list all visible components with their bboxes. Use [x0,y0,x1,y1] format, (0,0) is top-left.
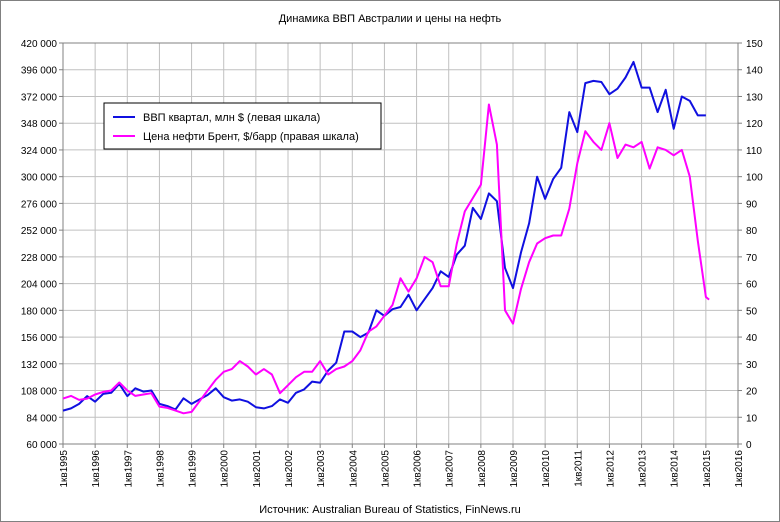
x-tick-label: 1кв2006 [413,450,424,488]
y-left-tick-label: 180 000 [21,306,58,317]
y-right-tick-label: 10 [746,413,758,424]
y-right-tick-label: 40 [746,333,758,344]
y-right-tick-label: 150 [746,39,763,50]
x-tick-label: 1кв1996 [91,450,102,488]
legend-label-gdp: ВВП квартал, млн $ (левая шкала) [143,112,320,124]
y-left-tick-label: 300 000 [21,173,58,184]
legend-box [103,102,382,150]
x-tick-label: 1кв2012 [605,450,616,488]
x-tick-label: 1кв1995 [59,450,70,488]
y-right-tick-label: 30 [746,360,758,371]
y-left-tick-label: 204 000 [21,280,58,291]
y-left-tick-label: 108 000 [21,387,58,398]
y-left-tick-label: 132 000 [21,360,58,371]
y-right-tick-label: 130 [746,92,763,103]
y-right-tick-label: 80 [746,226,758,237]
y-right-tick-label: 0 [746,440,752,451]
legend-label-oil: Цена нефти Брент, $/барр (правая шкала) [143,131,359,143]
x-tick-label: 1кв2009 [509,450,520,488]
x-tick-label: 1кв1997 [123,450,134,488]
x-tick-label: 1кв2010 [541,450,552,488]
plot-area [62,42,739,445]
gridlines [63,43,738,444]
x-tick-label: 1кв2000 [220,450,231,488]
x-tick-label: 1кв2004 [348,450,359,488]
series-layer [62,60,710,415]
chart-title: Динамика ВВП Австралии и цены на нефть [279,13,502,25]
y-right-tick-label: 110 [746,146,762,157]
y-left-tick-label: 396 000 [21,66,58,77]
x-tick-label: 1кв2002 [284,450,295,488]
y-left-tick-label: 156 000 [21,333,58,344]
x-tick-label: 1кв2016 [734,450,745,488]
x-tick-label: 1кв1999 [188,450,199,488]
x-tick-label: 1кв2007 [445,450,456,488]
y-right-tick-label: 90 [746,199,758,210]
y-right-tick-label: 120 [746,119,763,130]
x-tick-label: 1кв1998 [155,450,166,488]
chart-source: Источник: Australian Bureau of Statistic… [259,504,521,516]
y-left-tick-label: 348 000 [21,119,58,130]
y-left-tick-label: 276 000 [21,199,58,210]
x-tick-label: 1кв2005 [380,450,391,488]
legend: ВВП квартал, млн $ (левая шкала) Цена не… [103,102,382,150]
y-left-tick-label: 84 000 [26,413,57,424]
y-right-tick-label: 70 [746,253,758,264]
y-right-tick-label: 50 [746,306,758,317]
x-tick-label: 1кв2001 [252,450,263,488]
x-tick-label: 1кв2014 [670,450,681,488]
x-tick-label: 1кв2013 [638,450,649,488]
axis-ticks: 420 000 396 000 372 000 348 000 324 000 300 0… [21,39,763,488]
y-left-tick-label: 60 000 [26,440,57,451]
y-right-tick-label: 20 [746,387,758,398]
y-left-tick-label: 324 000 [21,146,58,157]
series-line-oil [62,103,710,415]
y-left-tick-label: 228 000 [21,253,58,264]
y-right-tick-label: 140 [746,66,763,77]
y-right-tick-label: 60 [746,280,758,291]
y-left-tick-label: 372 000 [21,92,58,103]
x-tick-label: 1кв2015 [702,450,713,488]
y-left-tick-label: 420 000 [21,39,58,50]
x-tick-label: 1кв2011 [573,450,584,487]
x-tick-label: 1кв2003 [316,450,327,488]
y-left-tick-label: 252 000 [21,226,58,237]
x-tick-label: 1кв2008 [477,450,488,488]
y-right-tick-label: 100 [746,173,763,184]
